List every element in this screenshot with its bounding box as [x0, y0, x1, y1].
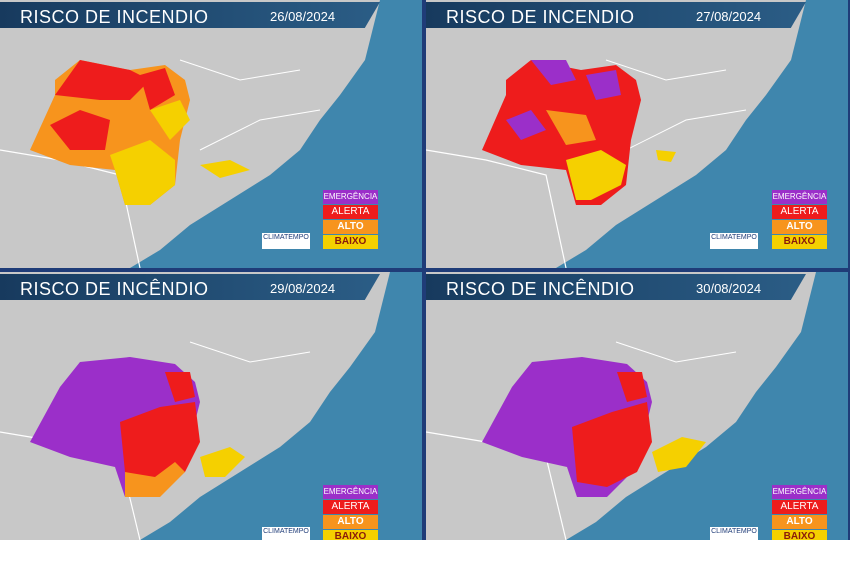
legend: EMERGÊNCIA ALERTA ALTO BAIXO [772, 190, 827, 250]
legend-emergencia: EMERGÊNCIA [323, 190, 378, 204]
panel-date: 29/08/2024 [270, 281, 336, 296]
map-graphic [0, 0, 380, 268]
legend-alerta: ALERTA [323, 500, 378, 514]
title-bar: RISCO DE INCÊNDIO 30/08/2024 [426, 274, 806, 300]
panel-date: 27/08/2024 [696, 9, 762, 24]
map-graphic [426, 0, 806, 268]
legend-alto: ALTO [772, 515, 827, 529]
panel-title: RISCO DE INCÊNDIO [20, 279, 209, 299]
panel-title: RISCO DE INCENDIO [20, 7, 209, 27]
legend-alerta: ALERTA [772, 205, 827, 219]
panel-title: RISCO DE INCÊNDIO [446, 279, 635, 299]
legend-alto: ALTO [772, 220, 827, 234]
legend: EMERGÊNCIA ALERTA ALTO BAIXO [323, 485, 378, 540]
panel-date: 30/08/2024 [696, 281, 762, 296]
legend-alto: ALTO [323, 515, 378, 529]
map-panel-2: RISCO DE INCENDIO 27/08/2024 CLIMATEMPO … [426, 0, 848, 268]
panel-date: 26/08/2024 [270, 9, 336, 24]
legend-alerta: ALERTA [323, 205, 378, 219]
map-graphic [426, 272, 816, 540]
legend-alto: ALTO [323, 220, 378, 234]
climatempo-logo: CLIMATEMPO [262, 527, 310, 540]
legend-emergencia: EMERGÊNCIA [323, 485, 378, 499]
legend: EMERGÊNCIA ALERTA ALTO BAIXO [323, 190, 378, 250]
map-graphic [0, 272, 390, 540]
title-bar: RISCO DE INCÊNDIO 29/08/2024 [0, 274, 380, 300]
legend-baixo: BAIXO [323, 235, 378, 249]
legend-emergencia: EMERGÊNCIA [772, 190, 827, 204]
map-panel-1: RISCO DE INCENDIO 26/08/2024 CLIMATEMPO … [0, 0, 422, 268]
climatempo-logo: CLIMATEMPO [710, 233, 758, 249]
legend-alerta: ALERTA [772, 500, 827, 514]
climatempo-logo: CLIMATEMPO [710, 527, 758, 540]
title-bar: RISCO DE INCENDIO 26/08/2024 [0, 2, 380, 28]
panel-title: RISCO DE INCENDIO [446, 7, 635, 27]
climatempo-logo: CLIMATEMPO [262, 233, 310, 249]
title-bar: RISCO DE INCENDIO 27/08/2024 [426, 2, 806, 28]
legend-baixo: BAIXO [772, 530, 827, 540]
legend-emergencia: EMERGÊNCIA [772, 485, 827, 499]
map-grid: RISCO DE INCENDIO 26/08/2024 CLIMATEMPO … [0, 0, 850, 540]
legend-baixo: BAIXO [323, 530, 378, 540]
map-panel-4: RISCO DE INCÊNDIO 30/08/2024 CLIMATEMPO … [426, 272, 848, 540]
map-panel-3: RISCO DE INCÊNDIO 29/08/2024 CLIMATEMPO … [0, 272, 422, 540]
legend-baixo: BAIXO [772, 235, 827, 249]
legend: EMERGÊNCIA ALERTA ALTO BAIXO [772, 485, 827, 540]
